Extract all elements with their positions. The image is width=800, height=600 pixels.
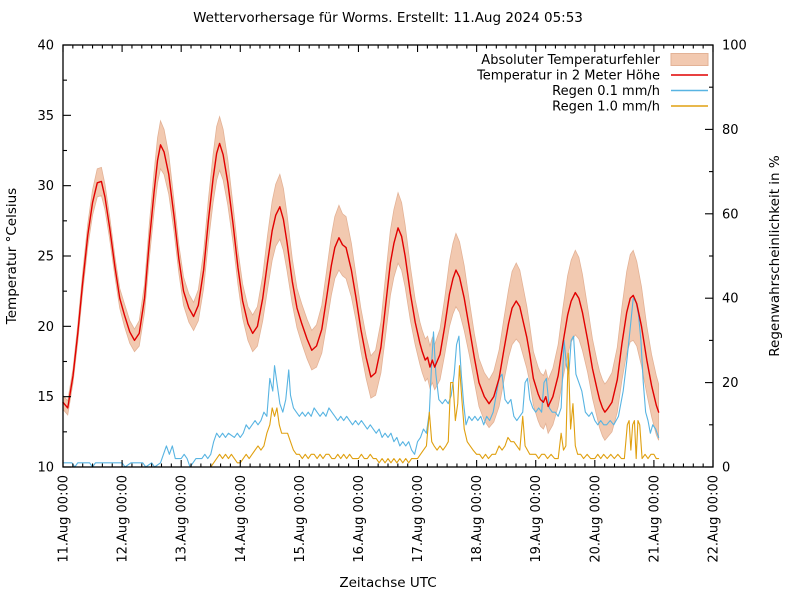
x-tick-label: 18.Aug 00:00	[470, 475, 485, 563]
y-left-axis-label: Temperatur °Celsius	[4, 188, 20, 325]
y-left-tick-label: 40	[37, 39, 54, 54]
line-temperature-2m	[62, 142, 660, 413]
legend-label-temp_error_band: Absoluter Temperaturfehler	[481, 53, 660, 68]
y-right-tick-label: 0	[722, 461, 730, 476]
x-tick-label: 20.Aug 00:00	[588, 475, 603, 563]
temperature-error-band	[62, 115, 660, 441]
line-rain-1.0mmh	[62, 352, 660, 468]
y-left-tick-label: 15	[37, 390, 54, 405]
x-tick-label: 12.Aug 00:00	[116, 475, 131, 563]
y-left-tick-label: 20	[37, 320, 54, 335]
legend-label-temperature: Temperatur in 2 Meter Höhe	[476, 69, 660, 84]
x-tick-label: 13.Aug 00:00	[175, 475, 190, 563]
x-tick-label: 15.Aug 00:00	[293, 475, 308, 563]
y-left-tick-label: 25	[37, 250, 54, 265]
y-right-tick-label: 60	[722, 207, 739, 222]
y-right-tick-label: 80	[722, 123, 739, 138]
chart-title: Wettervorhersage für Worms. Erstellt: 11…	[193, 10, 583, 26]
legend-label-rain_01: Regen 0.1 mm/h	[552, 84, 660, 99]
x-tick-label: 11.Aug 00:00	[57, 475, 72, 563]
y-right-tick-label: 40	[722, 292, 739, 307]
x-axis-label: Zeitachse UTC	[339, 575, 436, 591]
y-left-tick-label: 35	[37, 109, 54, 124]
y-left-tick-label: 10	[37, 461, 54, 476]
y-right-tick-label: 20	[722, 376, 739, 391]
x-tick-label: 19.Aug 00:00	[529, 475, 544, 563]
axes-frame-and-ticks	[62, 44, 714, 468]
band-absolute-temperature-error	[62, 115, 660, 441]
y-tick-labels: 10 15 20 25 30 35 40 0 20 40 60 80 100	[37, 39, 746, 476]
x-tick-labels: 11.Aug 00:00 12.Aug 00:00 13.Aug 00:00 14.A…	[57, 475, 722, 563]
legend-swatch-band	[670, 53, 709, 66]
x-tick-label: 16.Aug 00:00	[352, 475, 367, 563]
y-right-tick-label: 100	[722, 39, 747, 54]
x-tick-label: 17.Aug 00:00	[411, 475, 426, 563]
x-tick-label: 14.Aug 00:00	[234, 475, 249, 563]
data-series	[62, 142, 660, 468]
x-tick-label: 21.Aug 00:00	[647, 475, 662, 563]
x-tick-label: 22.Aug 00:00	[707, 475, 722, 563]
legend-label-rain_10: Regen 1.0 mm/h	[552, 100, 660, 115]
y-left-tick-label: 30	[37, 179, 54, 194]
y-right-axis-label: Regenwahrscheinlichkeit in %	[767, 155, 783, 357]
